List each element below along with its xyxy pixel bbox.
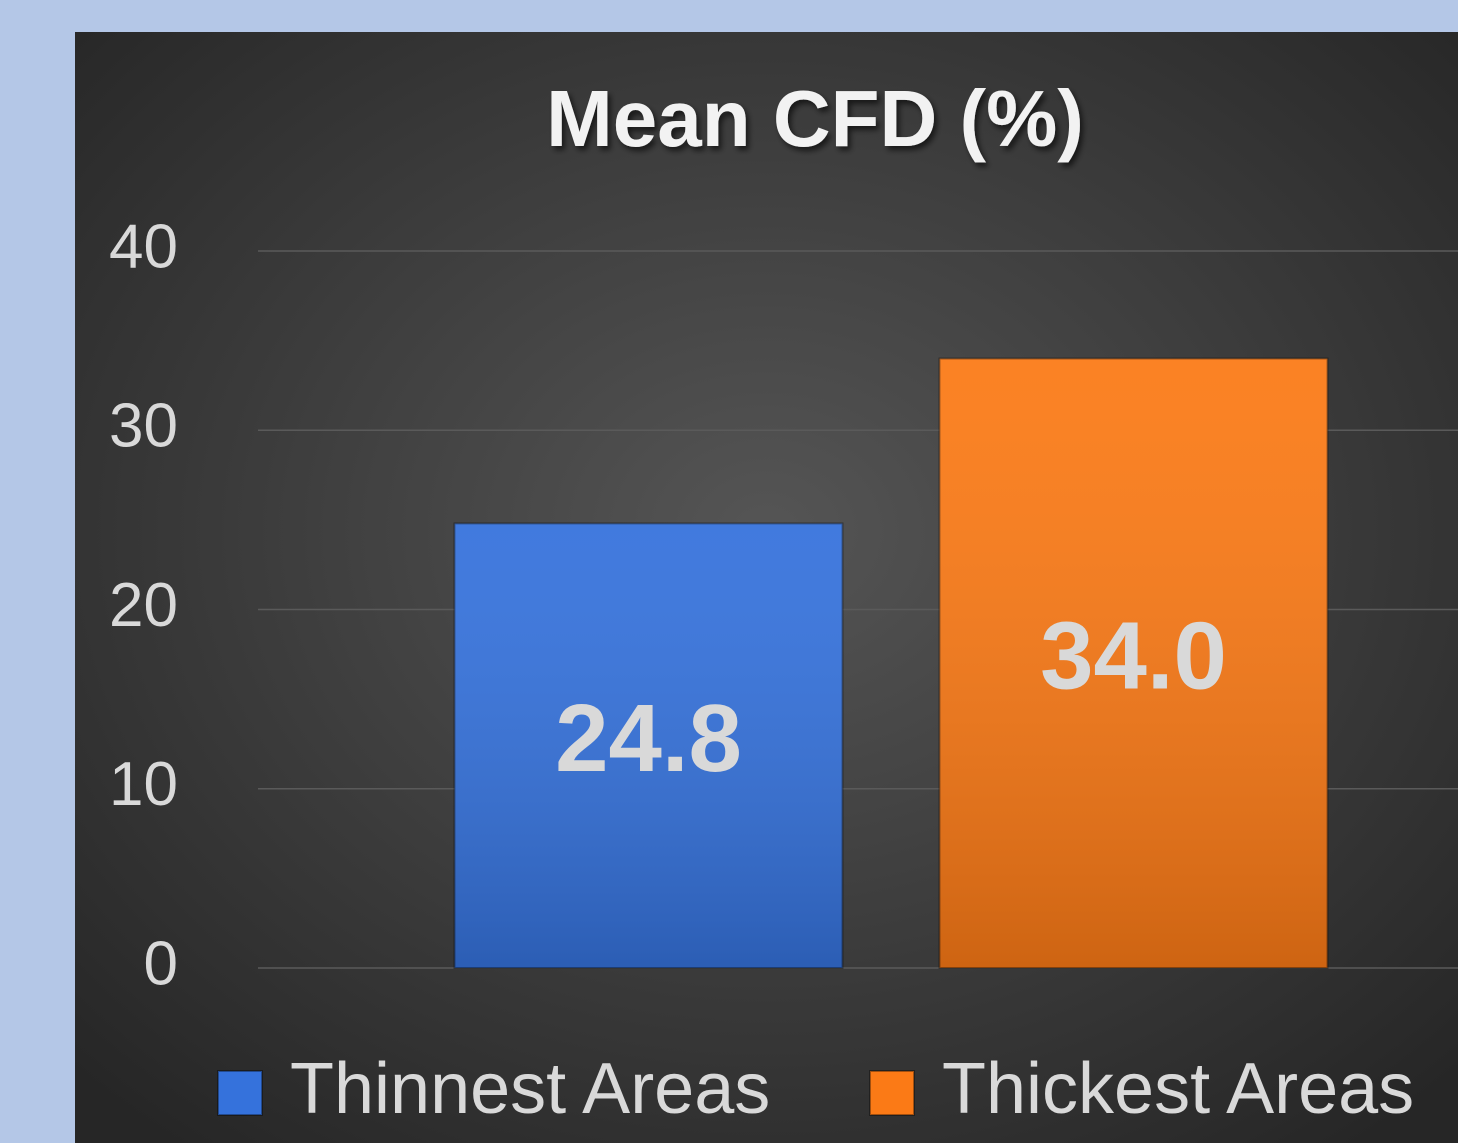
- legend-swatch: [869, 1070, 915, 1116]
- y-tick-label: 10: [109, 750, 178, 819]
- y-tick-label: 40: [109, 212, 178, 281]
- y-tick-label: 20: [109, 571, 178, 640]
- data-label: 24.8: [555, 685, 742, 792]
- legend-swatch: [217, 1070, 263, 1116]
- legend-label: Thinnest Areas: [290, 1049, 770, 1129]
- chart-title: Mean CFD (%): [546, 74, 1084, 163]
- legend-label: Thickest Areas: [942, 1049, 1414, 1129]
- data-label: 34.0: [1040, 603, 1227, 710]
- y-tick-label: 0: [144, 929, 178, 998]
- y-tick-label: 30: [109, 392, 178, 461]
